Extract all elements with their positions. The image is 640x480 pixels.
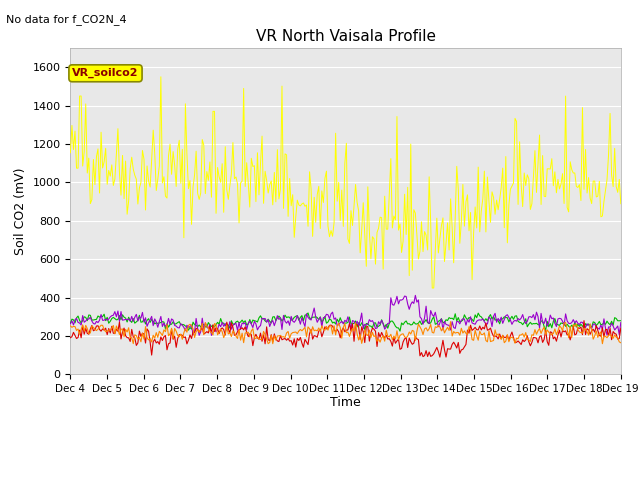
Text: No data for f_CO2N_4: No data for f_CO2N_4 bbox=[6, 14, 127, 25]
Y-axis label: Soil CO2 (mV): Soil CO2 (mV) bbox=[14, 168, 27, 255]
Title: VR North Vaisala Profile: VR North Vaisala Profile bbox=[255, 29, 436, 44]
X-axis label: Time: Time bbox=[330, 396, 361, 408]
Text: VR_soilco2: VR_soilco2 bbox=[72, 68, 139, 78]
